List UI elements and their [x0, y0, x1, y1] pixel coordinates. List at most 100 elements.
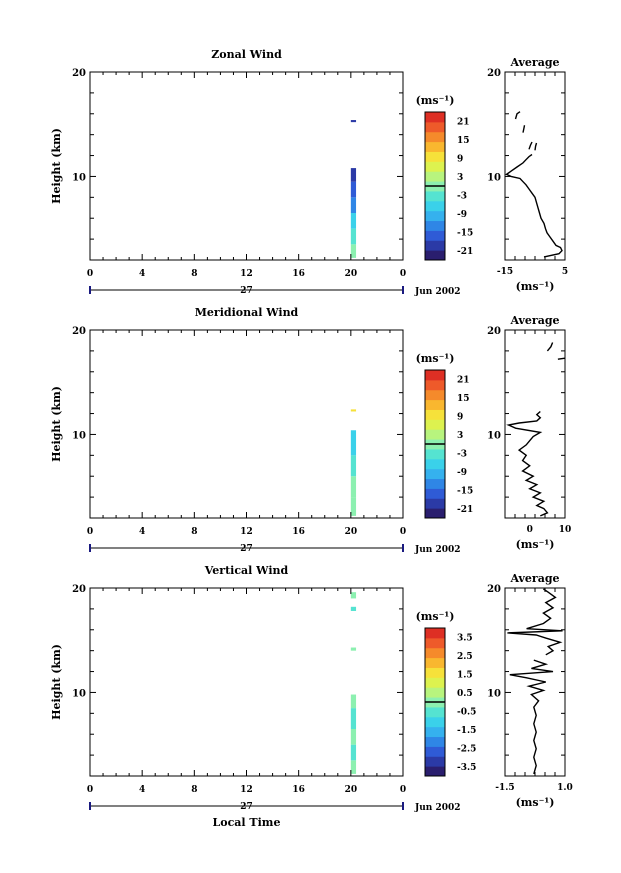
colorbar-swatch [425, 458, 445, 470]
colorbar-tick-label: -21 [457, 247, 473, 257]
colorbar-tick-label: 15 [457, 394, 470, 404]
x-tick-label: 16 [292, 269, 305, 279]
date-label: 27 [240, 802, 253, 812]
colorbar-tick-label: 9 [457, 412, 463, 422]
colorbar-swatch [425, 746, 445, 757]
colorbar-swatch [425, 409, 445, 420]
colorbar-tick-label: -3 [457, 449, 467, 459]
data-cell [350, 168, 357, 182]
colorbar-swatch [425, 419, 445, 430]
avg-y-tick-label: 20 [487, 68, 501, 79]
colorbar-tick-label: -0.5 [457, 707, 476, 717]
data-cell [350, 744, 357, 761]
data-cell [350, 694, 357, 709]
colorbar-tick-label: -9 [457, 468, 467, 478]
colorbar-swatch [425, 766, 445, 777]
data-cell [350, 476, 357, 498]
colorbar-tick-label: -3.5 [457, 763, 476, 773]
avg-y-tick-label: 10 [487, 688, 501, 699]
avg-profile-line [505, 153, 563, 258]
avg-profile-line [506, 410, 549, 517]
data-cell [350, 729, 357, 745]
data-cell [350, 213, 357, 229]
colorbar-swatch [425, 726, 445, 738]
x-tick-label: 20 [345, 527, 358, 537]
avg-y-tick-label: 20 [487, 326, 501, 337]
avg-profile-line [509, 659, 554, 775]
colorbar-tick-label: -2.5 [457, 744, 476, 754]
data-cell [350, 409, 357, 412]
avg-profile-line [546, 342, 554, 352]
avg-title: Average [509, 314, 559, 327]
avg-x-axis-label: (ms⁻¹) [516, 538, 555, 551]
colorbar-tick-label: 3 [457, 173, 463, 183]
colorbar-tick-label: -3 [457, 191, 467, 201]
avg-profile-line [557, 357, 566, 360]
x-tick-label: 0 [400, 785, 406, 795]
data-cell [350, 708, 357, 729]
y-tick-label: 20 [72, 326, 86, 337]
data-cell [350, 430, 357, 456]
colorbar-tick-label: -21 [457, 505, 473, 515]
colorbar-swatch [425, 716, 445, 728]
colorbar-tick-label: -15 [457, 228, 473, 238]
colorbar-swatch [425, 647, 445, 659]
avg-x-tick-label: 1.0 [557, 783, 573, 793]
data-cell [350, 244, 357, 258]
x-tick-label: 8 [191, 269, 197, 279]
colorbar-swatch [425, 200, 445, 212]
avg-y-tick-label: 10 [487, 172, 501, 183]
avg-profile-line [534, 142, 538, 151]
colorbar-swatch [425, 161, 445, 172]
colorbar-swatch [425, 190, 445, 202]
y-tick-label: 20 [72, 68, 86, 79]
colorbar-swatch [425, 468, 445, 480]
avg-y-tick-label: 20 [487, 584, 501, 595]
x-axis-label: Local Time [213, 816, 281, 829]
x-tick-label: 0 [87, 269, 93, 279]
colorbar-tick-label: 0.5 [457, 689, 473, 699]
colorbar-swatch [425, 379, 445, 391]
panel-2: Meridional Wind 20 10 Height (km) 0 4 8 12 16 20 0… [50, 306, 571, 555]
panel-title: Vertical Wind [204, 564, 289, 577]
colorbar-swatch [425, 687, 445, 698]
panel-1: Zonal Wind 20 10 Height (km) 0 4 8 12 16 20 0 27 Jun… [50, 48, 568, 297]
y-axis-label: Height (km) [50, 386, 63, 462]
avg-x-tick-label: 5 [562, 267, 568, 277]
x-tick-label: 20 [345, 269, 358, 279]
colorbar-swatch [425, 399, 445, 410]
colorbar-swatch [425, 389, 445, 401]
colorbar-swatch [425, 657, 445, 668]
avg-profile-line [507, 588, 563, 656]
panel-title: Zonal Wind [211, 48, 282, 61]
colorbar-tick-label: -1.5 [457, 726, 476, 736]
avg-x-axis-label: (ms⁻¹) [516, 796, 555, 809]
x-tick-label: 0 [400, 527, 406, 537]
colorbar-swatch [425, 250, 445, 261]
avg-frame [504, 587, 566, 777]
colorbar-swatch [425, 210, 445, 222]
avg-title: Average [509, 572, 559, 585]
y-axis-label: Height (km) [50, 644, 63, 720]
colorbar-swatch [425, 370, 445, 381]
data-cell [350, 497, 357, 516]
colorbar-unit: (ms⁻¹) [416, 610, 455, 623]
colorbar-tick-label: 1.5 [457, 670, 473, 680]
x-tick-label: 16 [292, 527, 305, 537]
data-cell [350, 647, 357, 651]
colorbar-tick-label: 21 [457, 375, 470, 385]
avg-x-tick-label: 10 [559, 525, 572, 535]
colorbar-tick-label: 3 [457, 431, 463, 441]
y-tick-label: 10 [72, 688, 86, 699]
data-cell [350, 455, 357, 477]
colorbar-swatch [425, 112, 445, 123]
colorbar-tick-label: 21 [457, 117, 470, 127]
colorbar-swatch [425, 488, 445, 499]
month-label: Jun 2002 [414, 287, 461, 297]
x-tick-label: 16 [292, 785, 305, 795]
colorbar-swatch [425, 508, 445, 519]
date-label: 27 [240, 544, 253, 554]
colorbar-swatch [425, 677, 445, 688]
avg-x-tick-label: -1.5 [495, 783, 514, 793]
